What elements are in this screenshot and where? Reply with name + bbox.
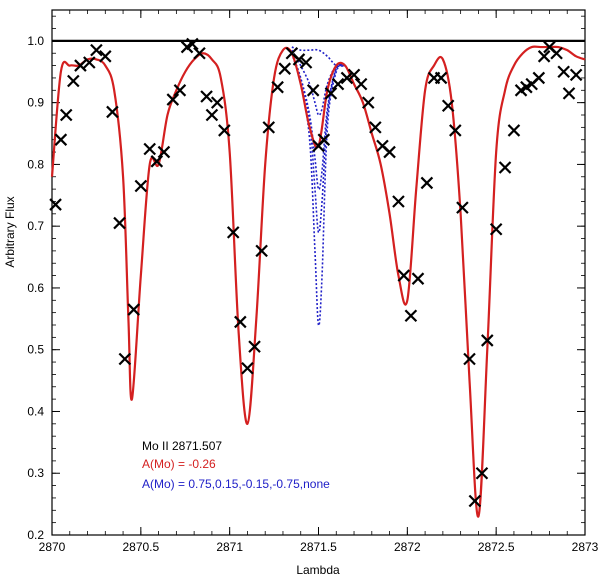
x-tick-label: 2870.5	[122, 540, 159, 554]
x-tick-labels: 2870 2870.5 2871 2871.5 2872 2872.5 2873	[39, 540, 599, 554]
observed-point	[489, 222, 503, 236]
observed-point	[456, 201, 469, 214]
observed-point	[468, 494, 482, 508]
observed-point	[481, 334, 494, 347]
observed-point	[218, 124, 231, 137]
observed-point	[299, 56, 313, 69]
legend-best-fit: A(Mo) = -0.26	[142, 457, 216, 471]
observed-point	[383, 145, 396, 159]
observed-point	[248, 340, 261, 353]
observed-point	[449, 124, 462, 137]
x-tick-label: 2871.5	[300, 540, 337, 554]
x-axis-title: Lambda	[296, 563, 340, 577]
series-none	[291, 46, 346, 68]
observed-point	[157, 145, 171, 159]
x-tick-label: 2872.5	[478, 540, 515, 554]
observed-point	[361, 96, 375, 109]
observed-point	[74, 59, 87, 72]
series-a-mo-0-15	[291, 52, 346, 191]
observed-point	[59, 108, 73, 122]
observed-point	[331, 77, 345, 91]
x-tick-label: 2872	[394, 540, 421, 554]
observed-point	[210, 96, 224, 109]
observed-point	[278, 62, 292, 75]
y-tick-label: 0.6	[27, 281, 44, 295]
x-tick-label: 2873	[572, 540, 599, 554]
y-axis-title: Arbitrary Flux	[3, 196, 17, 267]
observed-point	[255, 244, 268, 258]
observed-point	[557, 65, 570, 79]
y-tick-label: 0.7	[27, 219, 44, 233]
legend-abundance-grid: A(Mo) = 0.75,0.15,-0.15,-0.75,none	[142, 477, 330, 491]
series-a-mo-0-26	[50, 45, 586, 518]
observed-point	[537, 50, 551, 63]
observed-point	[134, 179, 148, 193]
observed-point	[369, 121, 382, 134]
observed-point	[226, 226, 240, 239]
y-tick-labels: 0.2 0.3 0.4 0.5 0.6 0.7 0.8 0.9 1.0	[27, 34, 44, 542]
observed-point	[205, 108, 219, 122]
observed-point	[397, 269, 411, 282]
observed-point	[113, 216, 126, 230]
observed-point	[54, 133, 68, 146]
observed-point	[434, 71, 448, 85]
observed-point	[127, 303, 141, 316]
observed-markers	[49, 37, 583, 508]
observed-point	[99, 50, 112, 63]
observed-point	[507, 124, 521, 137]
observed-point	[562, 87, 576, 100]
observed-point	[118, 352, 132, 366]
observed-point	[441, 99, 455, 113]
observed-point	[200, 90, 213, 103]
observed-point	[150, 155, 164, 168]
observed-point	[411, 272, 425, 285]
observed-point	[498, 161, 512, 174]
y-tick-label: 0.4	[27, 404, 44, 418]
observed-point	[404, 309, 418, 323]
observed-point	[271, 80, 284, 94]
y-tick-label: 0.5	[27, 343, 44, 357]
x-tick-label: 2871	[216, 540, 243, 554]
observed-point	[324, 87, 338, 100]
observed-point	[463, 352, 476, 366]
observed-point	[340, 71, 354, 85]
observed-point	[166, 93, 180, 106]
observed-point	[49, 198, 62, 211]
observed-point	[306, 84, 320, 97]
series-a-mo-0-15	[291, 52, 346, 234]
observed-point	[90, 43, 103, 57]
observed-point	[347, 68, 361, 82]
observed-point	[83, 56, 96, 69]
observed-point	[67, 74, 80, 88]
observed-point	[550, 46, 563, 60]
observed-point	[193, 46, 206, 60]
observed-point	[292, 53, 306, 66]
observed-point	[569, 68, 583, 82]
legend-line-id: Mo II 2871.507	[142, 439, 222, 453]
y-tick-label: 0.2	[27, 528, 44, 542]
y-tick-label: 0.8	[27, 157, 44, 171]
observed-point	[317, 133, 331, 146]
observed-point	[106, 105, 119, 119]
y-tick-label: 0.9	[27, 96, 44, 110]
observed-point	[234, 315, 247, 329]
observed-point	[532, 71, 546, 85]
observed-point	[173, 84, 187, 97]
observed-point	[186, 37, 199, 51]
observed-point	[475, 466, 489, 480]
observed-point	[143, 142, 156, 156]
observed-point	[392, 195, 405, 208]
model-series	[50, 45, 586, 518]
observed-point	[241, 361, 254, 375]
y-tick-label: 0.3	[27, 466, 44, 480]
y-tick-label: 1.0	[27, 34, 44, 48]
observed-point	[262, 121, 276, 134]
observed-point	[420, 176, 434, 190]
observed-point	[354, 77, 368, 91]
x-tick-label: 2870	[39, 540, 66, 554]
legend: Mo II 2871.507 A(Mo) = -0.26 A(Mo) = 0.7…	[142, 439, 330, 491]
axis-ticks	[51, 10, 586, 536]
